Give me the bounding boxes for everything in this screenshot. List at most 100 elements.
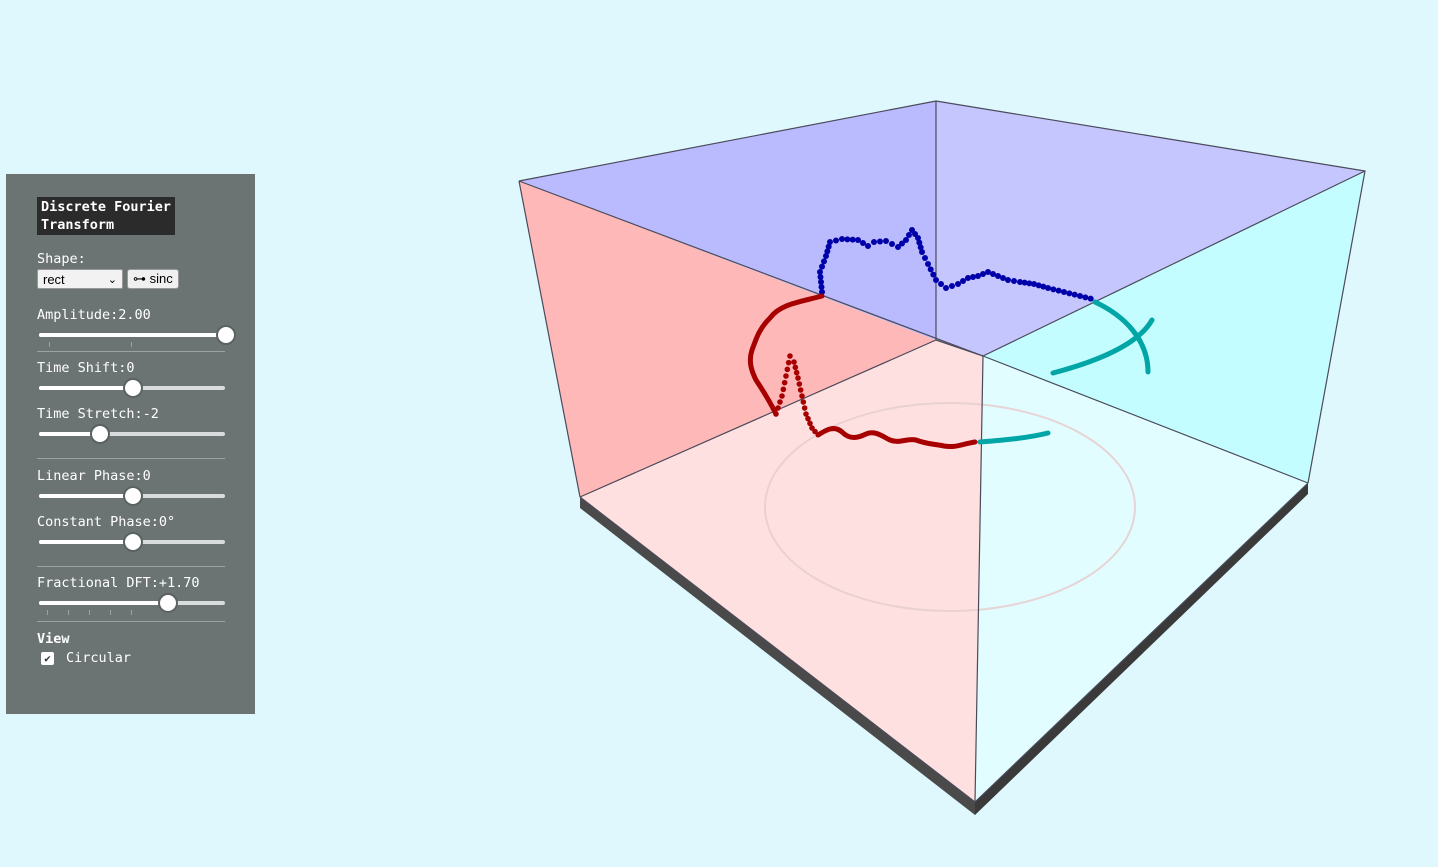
- time-shift-slider-thumb[interactable]: [123, 378, 143, 398]
- sinc-button[interactable]: ⊶ sinc: [127, 269, 179, 289]
- frequency-sample-dot: [925, 261, 931, 267]
- floor-unit-circle: [764, 402, 1136, 612]
- frequency-sample-dot: [1017, 279, 1023, 285]
- amplitude-label: Amplitude:2.00: [37, 307, 225, 323]
- frequency-sample-dot: [903, 237, 909, 243]
- frequency-sample-dot: [844, 236, 851, 243]
- time-sample-dot: [792, 364, 799, 371]
- frequency-sample-dot: [1066, 290, 1073, 297]
- linear-phase-label: Linear Phase:0: [37, 468, 225, 484]
- frequency-sample-dot: [823, 253, 829, 259]
- time-sample-dot: [773, 411, 779, 417]
- time-shift-label-text: Time Shift:: [37, 360, 127, 376]
- time-sample-dot: [797, 387, 804, 393]
- frequency-sample-dot: [965, 275, 971, 281]
- time-sample-dot: [779, 393, 785, 399]
- time-sample-dot: [803, 411, 809, 417]
- frequency-sample-dot: [995, 273, 1001, 279]
- frequency-sample-dot: [949, 283, 955, 289]
- time-sample-dot: [785, 359, 792, 366]
- frequency-sample-dot: [818, 284, 825, 290]
- frequency-sample-dot: [871, 239, 877, 245]
- frequency-sample-dot: [906, 232, 912, 238]
- frequency-sample-dot: [922, 255, 928, 261]
- frequency-sample-dot: [1087, 295, 1094, 302]
- time-stretch-label: Time Stretch:-2: [37, 406, 225, 422]
- shape-select[interactable]: rect ⌄: [37, 269, 123, 289]
- floor-base-right: [975, 483, 1308, 815]
- frequency-sample-dot: [1035, 282, 1042, 289]
- frequency-sample-dot: [839, 236, 845, 242]
- frequency-sample-dot: [817, 269, 823, 275]
- linear-phase-slider[interactable]: [37, 484, 225, 508]
- frequency-sample-dot: [1055, 287, 1062, 294]
- floor-right: [975, 356, 1308, 802]
- frequency-sample-dot: [889, 241, 895, 247]
- frequency-sample-dot: [975, 273, 981, 279]
- frequency-sample-dot: [865, 243, 871, 249]
- time-sample-dot: [775, 405, 781, 411]
- control-panel: Discrete Fourier Transform Shape: rect ⌄…: [6, 174, 255, 714]
- time-sample-dot: [799, 393, 805, 399]
- time-stretch-label-text: Time Stretch:: [37, 406, 143, 422]
- view-section-title: View: [37, 631, 70, 647]
- fractional-dft-value: +1.70: [158, 575, 200, 591]
- time-stretch-slider[interactable]: [37, 422, 225, 446]
- constant-phase-slider-thumb[interactable]: [123, 532, 143, 552]
- time-sample-dot: [796, 381, 803, 387]
- frequency-sample-dot: [916, 239, 923, 246]
- time-sample-dot: [795, 375, 801, 381]
- frequency-sample-dot: [985, 269, 991, 275]
- frequency-sample-dot: [1005, 277, 1011, 283]
- time-sample-dot: [783, 373, 789, 379]
- checkmark-icon: ✔: [44, 651, 51, 665]
- circular-option[interactable]: ✔ Circular: [41, 650, 225, 666]
- frequency-sample-dot: [819, 263, 825, 270]
- frequency-sample-dot: [1021, 279, 1028, 286]
- time-sample-dot: [777, 399, 783, 405]
- frequency-sample-dot: [1071, 291, 1078, 298]
- frequency-sample-dot: [917, 244, 924, 251]
- time-shift-slider[interactable]: [37, 376, 225, 400]
- frequency-sample-dot: [817, 274, 824, 280]
- right-wall: [983, 171, 1365, 483]
- circular-checkbox[interactable]: ✔: [41, 651, 54, 665]
- frequency-sample-dot: [930, 271, 937, 278]
- time-stretch-value: -2: [142, 406, 159, 422]
- frequency-sample-dot: [833, 237, 839, 244]
- frequency-sample-dot: [819, 289, 825, 295]
- frequency-sample-dot: [938, 281, 944, 287]
- frequency-sample-dot: [860, 240, 866, 246]
- frequency-sample-dot: [899, 240, 905, 247]
- fractional-dft-slider-thumb[interactable]: [158, 593, 179, 613]
- time-curve-wall: [747, 293, 825, 417]
- fractional-dft-label: Fractional DFT:+1.70: [37, 575, 225, 591]
- time-sample-dot: [787, 353, 793, 359]
- amplitude-slider-thumb[interactable]: [216, 325, 236, 345]
- constant-phase-slider[interactable]: [37, 530, 225, 554]
- time-sample-dot: [784, 366, 791, 373]
- frequency-sample-dot: [824, 248, 831, 255]
- floor-left: [580, 340, 983, 802]
- fractional-dft-label-text: Fractional DFT:: [37, 575, 159, 591]
- amplitude-slider[interactable]: [37, 323, 236, 347]
- time-sample-dot: [812, 428, 818, 435]
- frequency-sample-dot: [895, 244, 901, 250]
- panel-title: Discrete Fourier Transform: [37, 197, 176, 235]
- frequency-sample-dot: [825, 243, 832, 250]
- time-sample-dot: [807, 420, 813, 427]
- frequency-sample-dot: [980, 271, 986, 277]
- sinc-button-label: ⊶ sinc: [133, 271, 173, 286]
- time-stretch-slider-thumb[interactable]: [89, 424, 110, 444]
- frequency-sample-dot: [990, 271, 996, 277]
- frequency-sample-dot: [821, 258, 827, 265]
- frequency-sample-dot: [970, 274, 976, 280]
- linear-phase-slider-thumb[interactable]: [123, 486, 143, 506]
- frequency-sample-dot: [943, 285, 949, 291]
- teal-curve-wall-b: [1050, 317, 1155, 376]
- shape-label: Shape:: [37, 251, 86, 267]
- panel-title-line1: Discrete Fourier: [41, 199, 172, 215]
- fractional-dft-slider[interactable]: [37, 591, 225, 615]
- linear-phase-label-text: Linear Phase:: [37, 468, 143, 484]
